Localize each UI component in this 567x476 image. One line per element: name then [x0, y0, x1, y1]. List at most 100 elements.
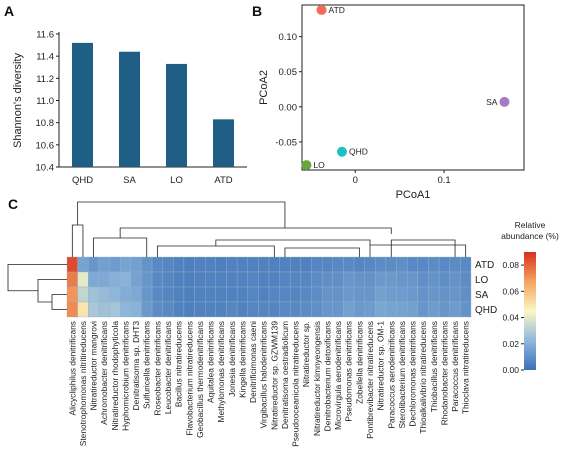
heatmap-cell: [226, 256, 238, 273]
heatmap-cell: [247, 301, 259, 318]
column-dendrogram-branch: [71, 224, 84, 257]
heatmap-cell: [258, 271, 270, 288]
heatmap-cell: [300, 286, 312, 303]
heatmap-cell: [173, 286, 185, 303]
column-dendrogram-branch: [284, 247, 360, 257]
heatmap-cell: [119, 286, 131, 303]
heatmap-cell: [460, 271, 472, 288]
heatmap-cell: [343, 301, 355, 318]
heatmap-cell: [449, 256, 461, 273]
heatmap-cell: [428, 256, 440, 273]
heatmap-cell: [66, 256, 78, 273]
row-label: SA: [475, 290, 489, 301]
column-label: Sulfuricella denitrificans: [142, 321, 152, 409]
heatmap-cell: [194, 286, 206, 303]
bar-atd: [213, 119, 234, 167]
heatmap-cell: [183, 286, 195, 303]
heatmap-cell: [417, 301, 429, 318]
heatmap-cell: [460, 286, 472, 303]
heatmap-cell: [279, 271, 291, 288]
column-label: Denitrificimonas caeni: [248, 321, 258, 403]
heatmap-cell: [428, 301, 440, 318]
x-tick-label: SA: [123, 175, 136, 186]
heatmap-cell: [141, 256, 153, 273]
heatmap-cell: [183, 271, 195, 288]
column-label: Pseudooceanicola nitratireducens: [291, 321, 301, 447]
heatmap-cell: [141, 271, 153, 288]
point-label-lo: LO: [313, 160, 325, 170]
heatmap-cell: [311, 301, 323, 318]
heatmap-cell: [162, 256, 174, 273]
column-label: Achromobacter denitrificans: [99, 321, 109, 425]
heatmap-cell: [130, 271, 142, 288]
heatmap-cell: [194, 301, 206, 318]
heatmap-cell: [460, 256, 472, 273]
heatmap-cell: [353, 286, 365, 303]
point-label-atd: ATD: [329, 5, 345, 15]
colorbar-tick-label: 0.00: [502, 365, 519, 375]
x-tick-label: LO: [170, 175, 183, 186]
heatmap-cell: [205, 256, 217, 273]
heatmap-cell: [364, 301, 376, 318]
colorbar-title: Relative: [515, 220, 546, 230]
heatmap-cell: [98, 271, 110, 288]
heatmap-cell: [258, 256, 270, 273]
column-dendrogram-branch: [390, 239, 456, 257]
column-label: Dechloromonas denitrificans: [408, 321, 418, 427]
panel-label-c: C: [8, 196, 18, 212]
row-label: QHD: [475, 305, 497, 316]
heatmap-cell: [247, 271, 259, 288]
heatmap-cell: [215, 301, 227, 318]
heatmap-cell: [205, 301, 217, 318]
heatmap-cell: [236, 256, 248, 273]
heatmap-cell: [353, 271, 365, 288]
column-label: Sterolibacterium denitrificans: [397, 321, 407, 429]
heatmap-cell: [119, 301, 131, 318]
heatmap-cell: [396, 256, 408, 273]
heatmap-cell: [300, 256, 312, 273]
heatmap-cell: [332, 286, 344, 303]
heatmap-cell: [396, 286, 408, 303]
colorbar: [524, 252, 536, 370]
heatmap-cell: [151, 271, 163, 288]
point-sa: [499, 96, 510, 107]
column-label: Nitratireductor rhodophyticola: [110, 321, 120, 431]
heatmap-cell: [183, 301, 195, 318]
heatmap-cell: [194, 271, 206, 288]
heatmap-cell: [385, 271, 397, 288]
heatmap-cell: [226, 271, 238, 288]
point-label-sa: SA: [486, 97, 498, 107]
column-label: Thioalkalivibrio nitratireducens: [418, 321, 428, 434]
colorbar-tick-label: 0.08: [502, 260, 519, 270]
column-label: Paracoccus denitrificans: [450, 321, 460, 412]
y-axis-title: Shannon's diversity: [12, 52, 24, 148]
heatmap-cell: [247, 286, 259, 303]
heatmap-cell: [109, 301, 121, 318]
heatmap-cell: [88, 271, 100, 288]
column-label: Hyphomicrobium denitrificans: [120, 321, 130, 431]
colorbar-tick-label: 0.02: [502, 339, 519, 349]
heatmap-cell: [396, 271, 408, 288]
heatmap-cell: [407, 286, 419, 303]
x-axis-title: PCoA1: [396, 189, 431, 201]
heatmap-cell: [300, 271, 312, 288]
column-label: Denitrobacterium detoxificans: [322, 321, 332, 431]
heatmap-cell: [205, 286, 217, 303]
y-tick-label: 0.05: [279, 67, 298, 78]
panel-label-b: B: [252, 3, 262, 19]
column-label: Alicycliphilus denitrificans: [67, 321, 77, 416]
column-label: Nitratireductor kimnyeongensis: [312, 321, 322, 436]
panel-label-a: A: [4, 3, 14, 19]
heatmap-cell: [109, 256, 121, 273]
heatmap-cell: [162, 271, 174, 288]
heatmap-cell: [205, 271, 217, 288]
y-tick-label: 0.10: [279, 32, 298, 43]
y-tick-label: 11.4: [36, 52, 54, 63]
column-dendrogram-branch: [156, 245, 275, 257]
heatmap-cell: [119, 271, 131, 288]
heatmap-cell: [236, 286, 248, 303]
heatmap-cell: [375, 301, 387, 318]
heatmap-cell: [353, 301, 365, 318]
